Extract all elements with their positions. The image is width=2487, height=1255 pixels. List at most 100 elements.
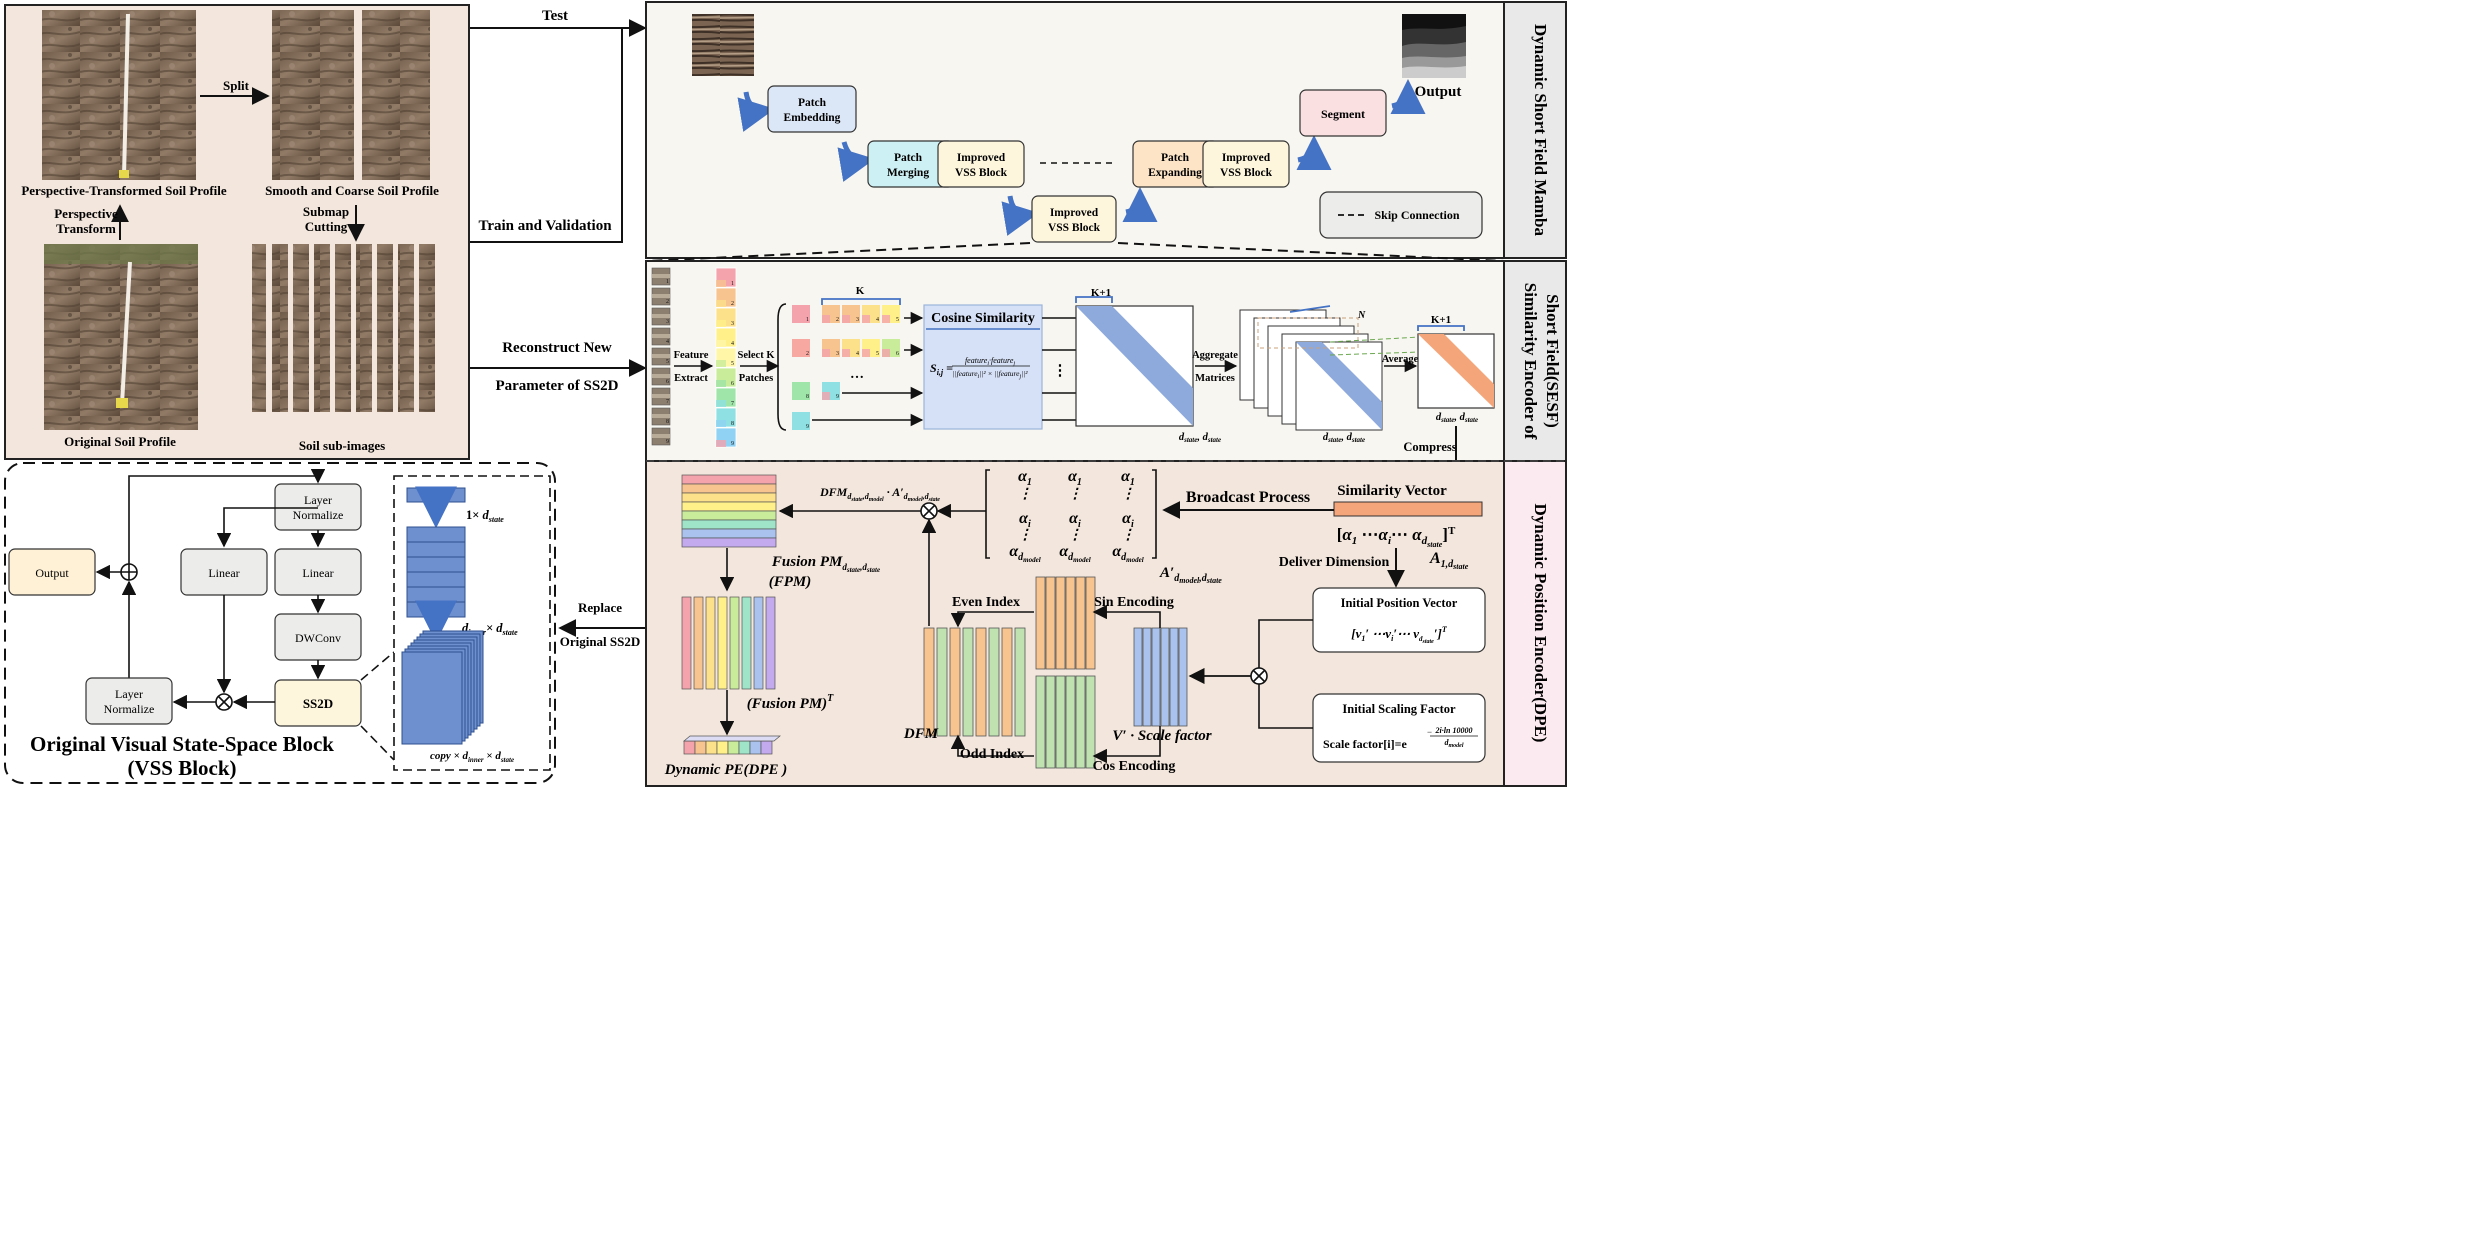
- fusion-row: [681, 528, 777, 539]
- cos-column: [1045, 675, 1056, 769]
- dfm-column: [975, 627, 987, 737]
- svg-text:Linear: Linear: [302, 566, 333, 580]
- svg-text:SS2D: SS2D: [303, 696, 333, 711]
- fusion-t-column: [765, 596, 776, 690]
- select-k-label-2: Patches: [739, 373, 773, 384]
- perspective-transform-label-2: Transform: [56, 221, 116, 236]
- dinner-row: [406, 541, 466, 558]
- fusion-row: [681, 510, 777, 521]
- svg-text:Expanding: Expanding: [1148, 167, 1202, 179]
- perspective-soil-label: Perspective-Transformed Soil Profile: [21, 183, 227, 198]
- image-patch-number: 1: [666, 279, 669, 285]
- dfm-formula: DFMdstate,dmodel · A′dmodel,dstate: [819, 485, 940, 503]
- svg-text:VSS Block: VSS Block: [955, 167, 1008, 179]
- sin-column: [1075, 576, 1086, 670]
- dfm-column: [1014, 627, 1026, 737]
- dinner-row: [406, 556, 466, 573]
- image-patch-number: 2: [666, 299, 669, 305]
- sin-column: [1065, 576, 1076, 670]
- cosine-vdots: ⋮: [1053, 363, 1068, 379]
- svg-text:Merging: Merging: [887, 167, 929, 179]
- smooth-soil-label: Smooth and Coarse Soil Profile: [265, 183, 439, 198]
- dynamic-pe-label: Dynamic PE(DPE ): [664, 762, 787, 778]
- svg-text:Skip Connection: Skip Connection: [1374, 208, 1459, 222]
- svg-text:Improved: Improved: [1222, 152, 1271, 164]
- ss2d-detail-box: 1× dstate dinner× dstate copy × dinner ×…: [393, 475, 551, 771]
- alpha-matrix-entry: ⋮: [1018, 487, 1032, 502]
- improved-vss-box-bottom: Improved VSS Block: [1031, 195, 1117, 243]
- perspective-transform-label-1: Perspective: [54, 206, 118, 221]
- selected-lead-cell: [792, 339, 810, 357]
- odd-index-label: Odd Index: [960, 747, 1024, 762]
- a1-label: A1,dstate: [1429, 550, 1469, 571]
- cos-encoding-label: Cos Encoding: [1093, 759, 1176, 774]
- avg-k-plus-1: K+1: [1431, 314, 1451, 326]
- fusion-t-column: [681, 596, 692, 690]
- vss-title-2: (VSS Block): [127, 756, 236, 780]
- selected-lead-number: 8: [806, 394, 809, 400]
- selected-k-number: 4: [876, 317, 879, 323]
- selected-k-number: 3: [836, 351, 839, 357]
- improved-vss-box-2: Improved VSS Block: [1202, 140, 1290, 188]
- dfm-column: [1001, 627, 1013, 737]
- svg-text:Improved: Improved: [957, 152, 1006, 164]
- dim-copy: copy × dinner × dstate: [430, 750, 514, 764]
- selected-lead-cell: [792, 305, 810, 323]
- alpha-matrix-entry: ⋮: [1068, 487, 1082, 502]
- split-label: Split: [223, 78, 250, 93]
- output-label: Output: [1415, 84, 1462, 100]
- segment-box: Segment: [1299, 89, 1387, 137]
- svg-text:DWConv: DWConv: [295, 631, 341, 645]
- fusion-t-label: (Fusion PM)T: [747, 693, 834, 712]
- scale-exponent-num: 2i·ln 10000: [1435, 726, 1473, 735]
- mamba-panel: Dynamic Short Field Mamba Patch Embeddin…: [645, 1, 1567, 259]
- vss-block-panel: Output Layer Normalize Linear Linear DWC…: [4, 462, 556, 784]
- selected-k-number: 9: [836, 394, 839, 400]
- dim-1xd: 1× dstate: [466, 508, 504, 524]
- dfm-label: DFM: [903, 726, 939, 742]
- selected-k-number: 4: [856, 351, 859, 357]
- feature-cell-number: 6: [731, 381, 734, 387]
- dpe-side-bar: [1503, 460, 1567, 787]
- dpe-cell: [727, 740, 740, 755]
- dinner-row: [406, 601, 466, 618]
- initial-scaling-title: Initial Scaling Factor: [1342, 702, 1456, 716]
- sesf-panel: Similarity Encoder of Short Field(SESF) …: [645, 260, 1567, 462]
- dfm-column: [923, 627, 935, 737]
- fusion-t-column: [729, 596, 740, 690]
- copy-cube: [401, 630, 484, 745]
- sin-column: [1055, 576, 1066, 670]
- dfm-column: [949, 627, 961, 737]
- formula-lhs: S: [930, 361, 937, 375]
- feature-cell-number: 5: [731, 361, 734, 367]
- patch-merging-box: Patch Merging: [867, 140, 955, 188]
- v-scale-column: [1142, 627, 1152, 727]
- panel-connectors: Test Train and Validation Reconstruct Ne…: [470, 8, 647, 649]
- fusion-t-column: [741, 596, 752, 690]
- fusion-pm-label: Fusion PMdstate,dstate: [771, 554, 880, 574]
- fusion-row: [681, 537, 777, 548]
- vss-title-1: Original Visual State-Space Block: [30, 732, 334, 756]
- selected-lead-number: 1: [806, 317, 809, 323]
- selected-lead-cell: [792, 412, 810, 430]
- svg-text:Si,j =: Si,j =: [930, 361, 953, 377]
- svg-text:VSS Block: VSS Block: [1048, 222, 1101, 234]
- svg-text:Patch: Patch: [1161, 152, 1190, 164]
- dpe-cell: [760, 740, 773, 755]
- patch-embedding-box: Patch Embedding: [767, 85, 857, 133]
- fusion-row: [681, 492, 777, 503]
- dinner-stack: [406, 526, 466, 618]
- image-patch-number: 6: [666, 379, 669, 385]
- dinner-row: [406, 586, 466, 603]
- dpe-cell: [705, 740, 718, 755]
- similarity-vector-bar: [1333, 501, 1483, 517]
- svg-text:Patch: Patch: [798, 97, 827, 109]
- svg-text:Layer: Layer: [115, 687, 143, 701]
- selected-patches: 1 2 8 9 2 3 4 5 3 4 5 6 9: [792, 305, 900, 430]
- deliver-dimension-label: Deliver Dimension: [1279, 555, 1390, 570]
- improved-vss-box-1: Improved VSS Block: [937, 140, 1025, 188]
- feature-extract-label-2: Extract: [674, 373, 708, 384]
- copy-layer: [401, 651, 463, 745]
- cos-column: [1075, 675, 1086, 769]
